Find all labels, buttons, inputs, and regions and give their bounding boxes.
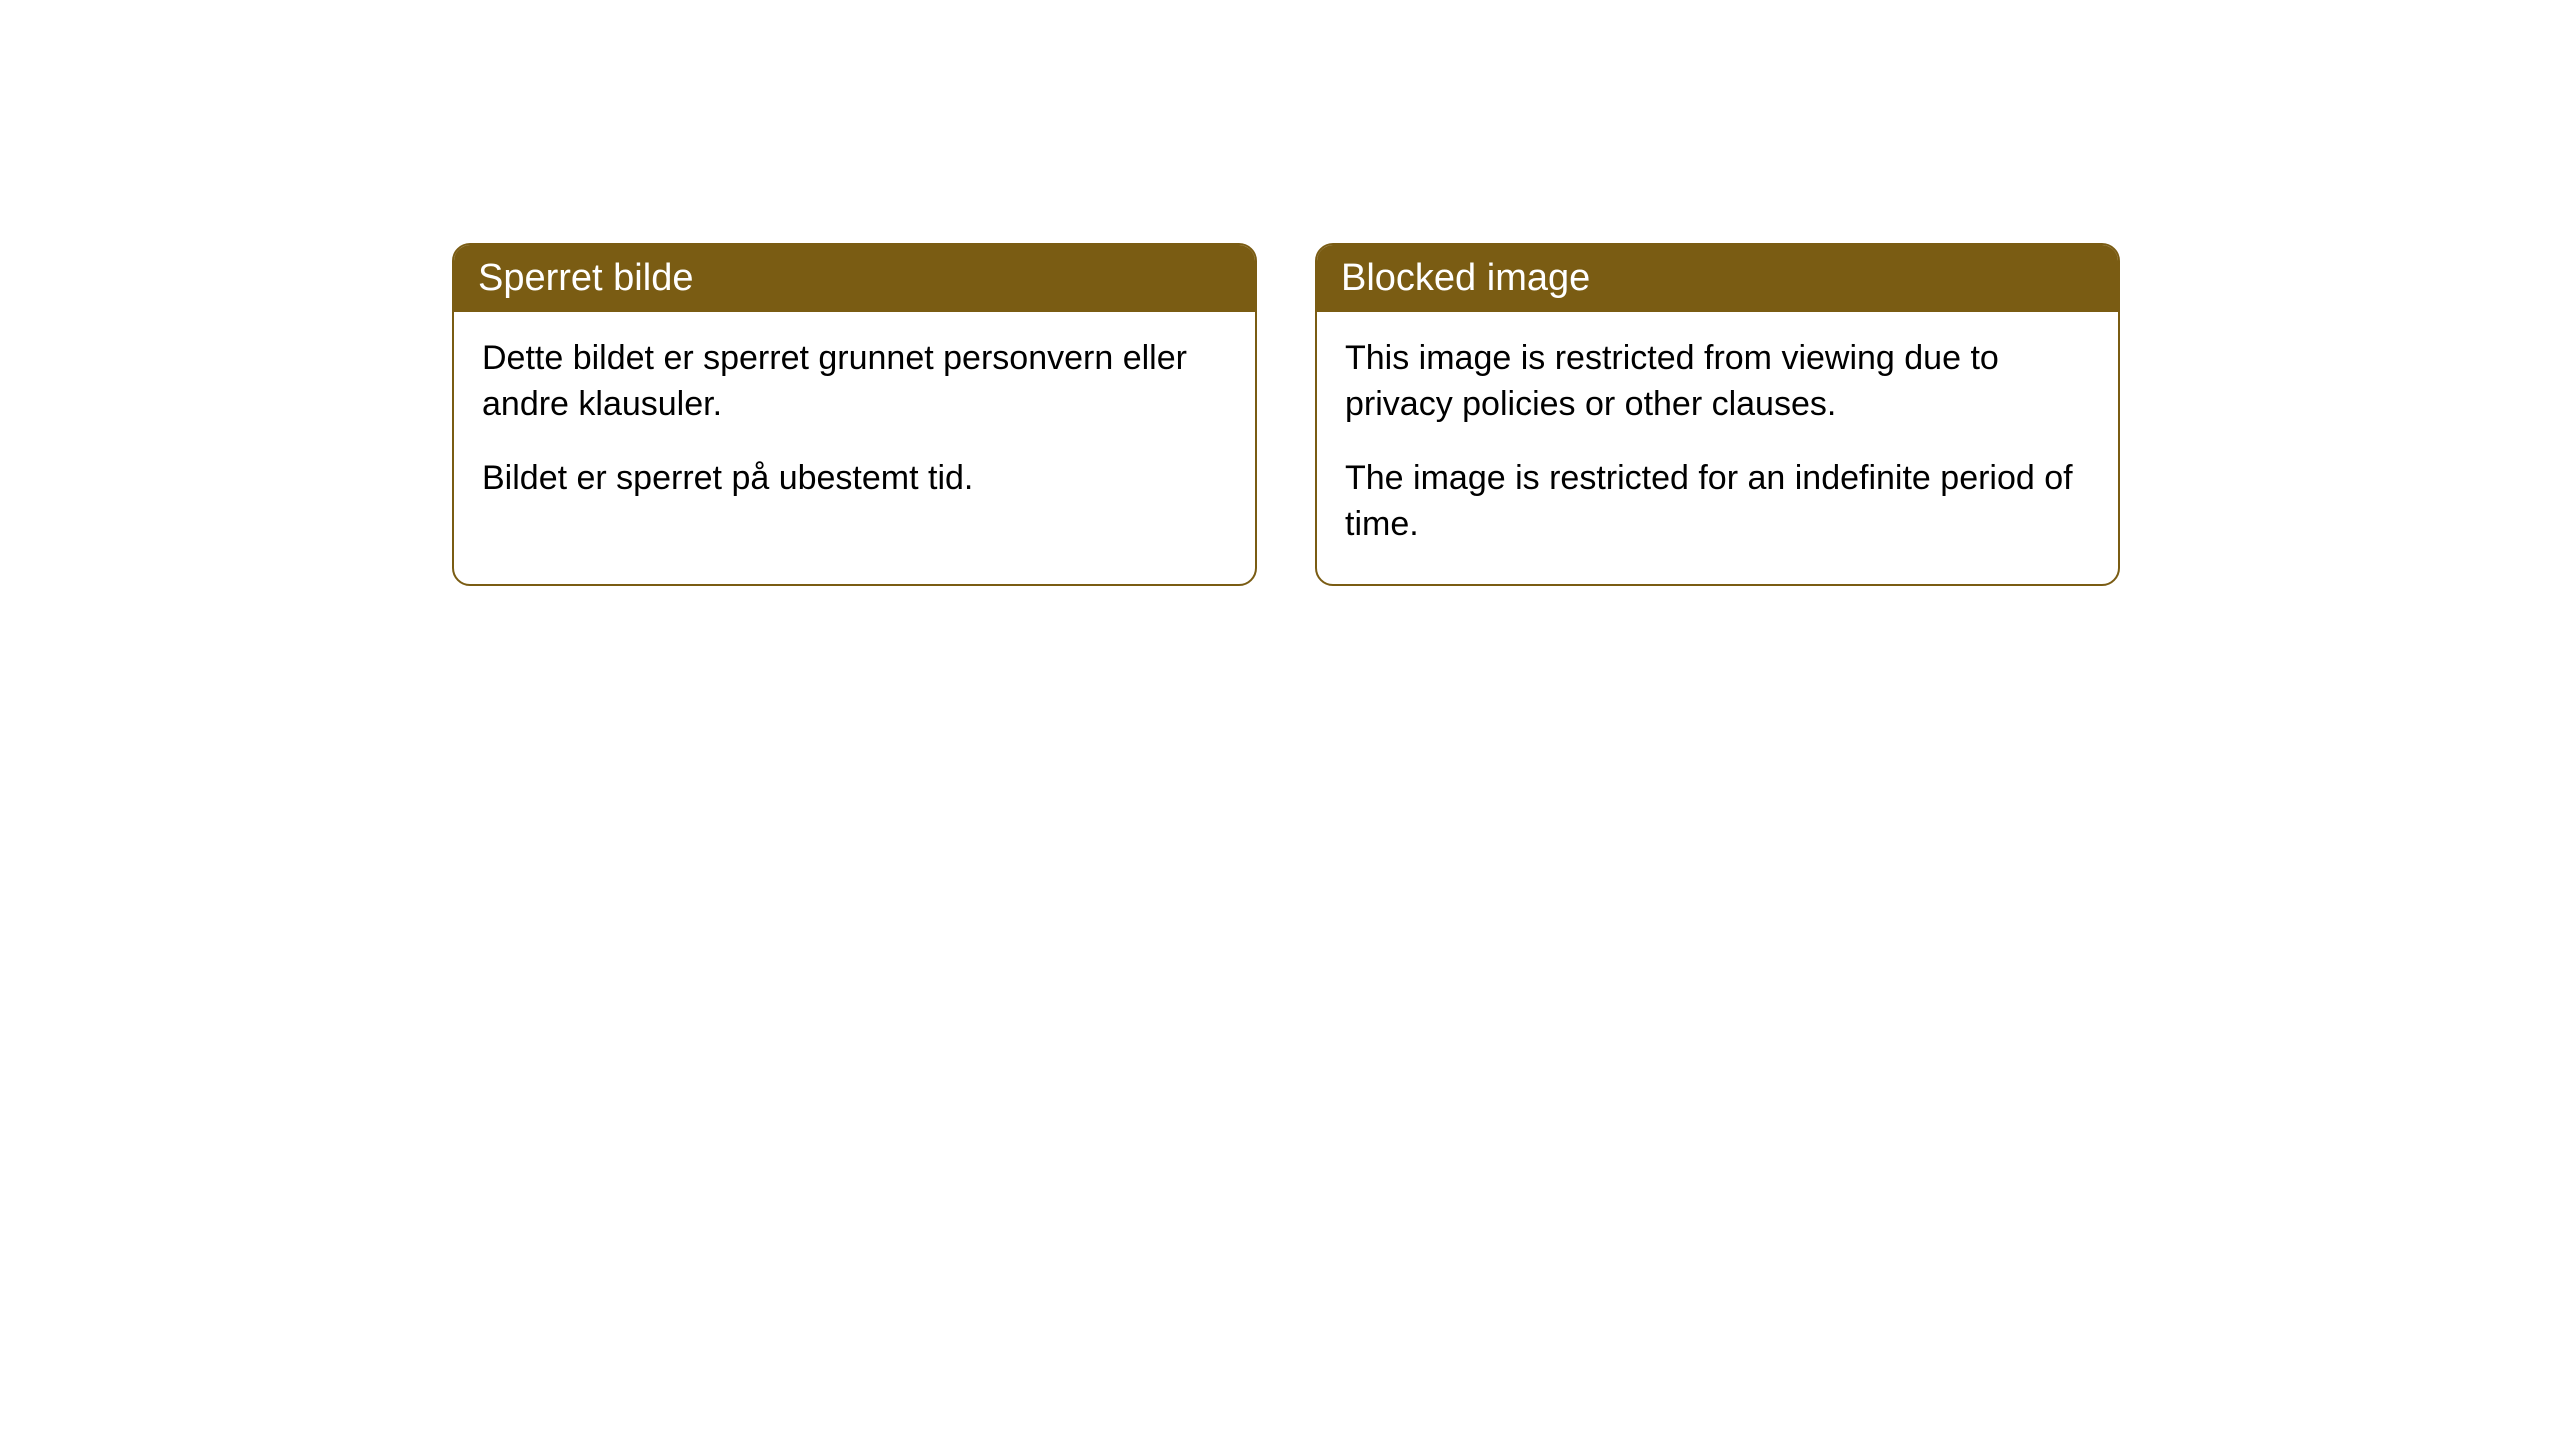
card-body: Dette bildet er sperret grunnet personve…: [454, 312, 1255, 538]
card-header: Blocked image: [1317, 245, 2118, 312]
notice-container: Sperret bilde Dette bildet er sperret gr…: [0, 0, 2560, 586]
card-paragraph: The image is restricted for an indefinit…: [1345, 456, 2090, 548]
notice-card-english: Blocked image This image is restricted f…: [1315, 243, 2120, 586]
card-body: This image is restricted from viewing du…: [1317, 312, 2118, 584]
card-title: Blocked image: [1341, 257, 1590, 299]
card-title: Sperret bilde: [478, 257, 693, 299]
card-paragraph: Bildet er sperret på ubestemt tid.: [482, 456, 1227, 502]
card-paragraph: This image is restricted from viewing du…: [1345, 336, 2090, 428]
card-paragraph: Dette bildet er sperret grunnet personve…: [482, 336, 1227, 428]
card-header: Sperret bilde: [454, 245, 1255, 312]
notice-card-norwegian: Sperret bilde Dette bildet er sperret gr…: [452, 243, 1257, 586]
